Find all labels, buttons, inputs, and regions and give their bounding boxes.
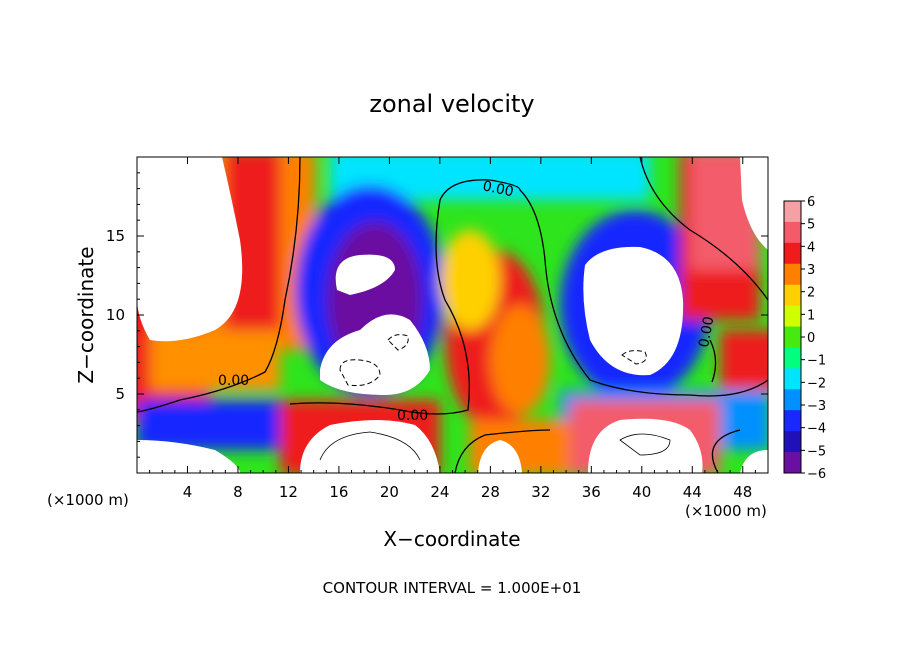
x-axis-title: X−coordinate <box>383 527 520 551</box>
colorbar-label: 6 <box>807 195 815 210</box>
y-tick-label: 5 <box>115 385 125 403</box>
x-tick-label: 48 <box>733 483 752 501</box>
contour-label: 0.00 <box>481 178 515 200</box>
x-tick-label: 8 <box>233 483 243 501</box>
contour-interval-note: CONTOUR INTERVAL = 1.000E+01 <box>323 579 582 597</box>
x-axis: 4 8 12 16 20 24 28 32 36 40 44 48 <box>149 157 756 501</box>
colorbar-swatch <box>784 410 801 432</box>
heatmap-field <box>137 157 768 473</box>
colorbar-label: −4 <box>807 422 826 437</box>
x-right-unit-label: (×1000 m) <box>685 502 767 520</box>
x-left-unit-label: (×1000 m) <box>47 491 129 509</box>
colorbar-label: 3 <box>807 263 815 278</box>
colorbar-label: 1 <box>807 308 815 323</box>
y-tick-label: 10 <box>106 306 125 324</box>
colorbar-label: 2 <box>807 286 815 301</box>
colorbar-swatch <box>784 389 801 411</box>
x-tick-label: 20 <box>380 483 399 501</box>
x-tick-label: 28 <box>481 483 500 501</box>
x-tick-label: 4 <box>183 483 193 501</box>
colorbar-swatch <box>784 431 801 453</box>
colorbar-swatch <box>784 263 801 286</box>
colorbar-swatch <box>784 284 801 307</box>
x-tick-label: 32 <box>531 483 550 501</box>
colorbar-label: −6 <box>807 467 826 482</box>
colorbar-label: 0 <box>807 331 815 346</box>
chart-title: zonal velocity <box>369 90 534 118</box>
x-tick-label: 44 <box>683 483 702 501</box>
colorbar-swatch <box>784 452 801 474</box>
colorbar-label: −2 <box>807 376 826 391</box>
colorbar-swatch <box>784 326 801 348</box>
colorbar-label: −3 <box>807 399 826 414</box>
colorbar-label: −1 <box>807 354 826 369</box>
x-tick-label: 36 <box>582 483 601 501</box>
colorbar-swatch <box>784 368 801 390</box>
colorbar-swatch <box>784 242 801 265</box>
colorbar-swatch <box>784 221 801 244</box>
colorbar-label: 4 <box>807 240 815 255</box>
colorbar-swatch <box>784 347 801 369</box>
x-tick-label: 40 <box>632 483 651 501</box>
colorbar-label: −5 <box>807 444 826 459</box>
colorbar-label: 5 <box>807 218 815 233</box>
y-tick-label: 15 <box>106 227 125 245</box>
contour-label: 0.00 <box>218 373 249 389</box>
colorbar-swatch <box>784 201 801 223</box>
contour-label: 0.00 <box>397 408 428 424</box>
colorbar-swatch <box>784 305 801 328</box>
contour-label: 0.00 <box>696 315 717 348</box>
x-tick-label: 12 <box>279 483 298 501</box>
x-tick-label: 16 <box>329 483 348 501</box>
colorbar: 6 5 4 3 2 1 0 −1 −2 −3 −4 −5 −6 <box>783 195 826 482</box>
x-tick-label: 24 <box>430 483 449 501</box>
y-axis-title: Z−coordinate <box>74 246 98 383</box>
y-axis: 5 10 15 <box>106 172 768 458</box>
